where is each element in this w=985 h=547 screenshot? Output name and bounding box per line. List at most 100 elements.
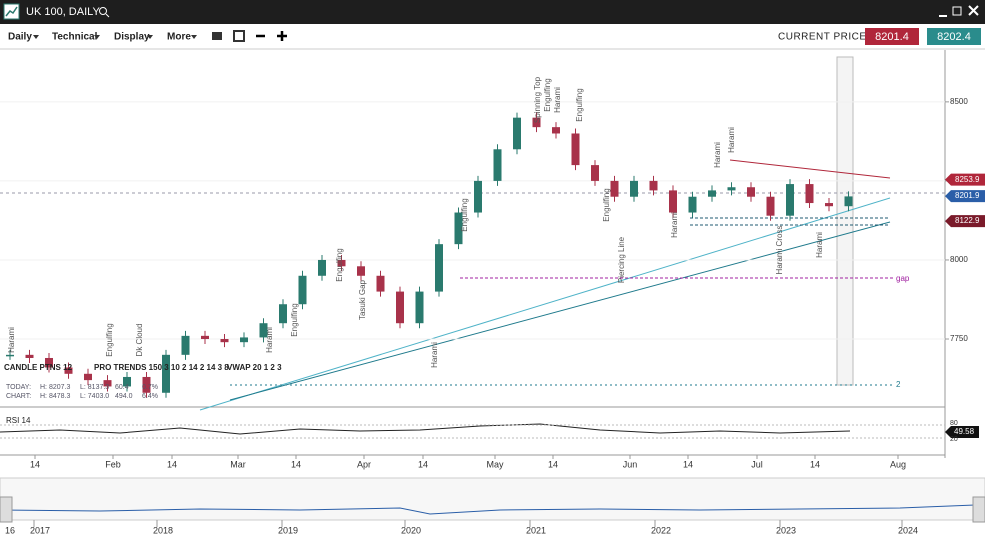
- pattern-label: Harami: [713, 142, 722, 168]
- menu[interactable]: Technical: [52, 32, 98, 43]
- candle-body: [805, 184, 814, 204]
- x-tick-label: May: [486, 459, 504, 469]
- x-tick-label: Feb: [105, 459, 121, 469]
- price-tag: [945, 190, 985, 203]
- rsi-line: [0, 423, 851, 435]
- candle-body: [337, 259, 346, 267]
- dropdown-arrow: [33, 35, 39, 39]
- x-tick-label: 14: [30, 459, 40, 469]
- stat: 494.0: [115, 393, 133, 400]
- year-label: 2018: [153, 525, 173, 535]
- zoom-in[interactable]: [277, 31, 287, 41]
- rsi-value: 49.58: [954, 427, 975, 436]
- candle-body: [240, 337, 248, 343]
- stat: H: 8207.3: [40, 384, 70, 391]
- stat: 6.4%: [142, 393, 158, 400]
- ask-price[interactable]: 8202.4: [937, 31, 971, 43]
- stat: TODAY:: [6, 384, 31, 391]
- save-icon[interactable]: [233, 30, 245, 42]
- stat: H: 8478.3: [40, 393, 70, 400]
- y-tick-label: 8000: [950, 255, 968, 264]
- price-tag-label: 8201.9: [955, 191, 980, 200]
- window-title: UK 100, DAILY: [26, 6, 100, 18]
- title-bar: [0, 0, 985, 24]
- candle-body: [708, 190, 716, 197]
- candle-body: [279, 304, 287, 324]
- search-icon[interactable]: [99, 7, 107, 15]
- ask-box[interactable]: [927, 28, 981, 45]
- candle-body: [162, 354, 170, 393]
- rsi-level: 80: [950, 420, 958, 427]
- candle-body: [123, 376, 131, 387]
- toolbar: [0, 24, 985, 49]
- candle-body: [513, 117, 521, 150]
- menu[interactable]: Daily: [8, 32, 32, 43]
- pattern-label: Harami Cross: [775, 226, 784, 275]
- bid-price[interactable]: 8201.4: [875, 31, 909, 43]
- navigator-line: [0, 504, 976, 515]
- bid-box[interactable]: [865, 28, 919, 45]
- candle-body: [552, 127, 560, 134]
- year-label: 2021: [526, 525, 546, 535]
- stat: 60.4: [115, 384, 129, 391]
- indicator-label[interactable]: PRO TRENDS 150 3 10 2 14 2 14 3 8: [94, 363, 229, 372]
- price-tag-label: 8253.9: [955, 175, 980, 184]
- candle-body: [142, 376, 151, 393]
- pattern-label: Engulfing: [543, 78, 552, 111]
- candle-body: [454, 212, 463, 245]
- pattern-label: Harami: [553, 87, 562, 113]
- pattern-label: Piercing Line: [617, 236, 626, 283]
- open-icon[interactable]: [212, 32, 222, 40]
- y-tick-label: 8500: [950, 97, 968, 106]
- year-label: 2023: [776, 525, 796, 535]
- candle-body: [727, 187, 736, 191]
- candle-body: [298, 275, 307, 305]
- candle-body: [571, 133, 580, 166]
- candle-body: [630, 180, 638, 197]
- trend-line: [729, 159, 891, 179]
- pattern-label: Dk Cloud: [135, 324, 144, 357]
- indicator-label[interactable]: VWAP 20 1 2 3: [227, 363, 282, 372]
- pattern-label: Spinning Top: [533, 76, 542, 123]
- x-tick-label: Aug: [890, 459, 906, 469]
- level-label: 2: [896, 380, 901, 389]
- pattern-label: Harami: [265, 327, 274, 353]
- popout[interactable]: [952, 6, 962, 16]
- rsi-label[interactable]: RSI 14: [6, 416, 31, 425]
- pattern-label: Engulfing: [105, 323, 114, 356]
- x-tick-label: 14: [167, 459, 177, 469]
- indicator-label[interactable]: CANDLE PTNS 12: [4, 363, 73, 372]
- candle-body: [688, 196, 697, 213]
- year-label: 2019: [278, 525, 298, 535]
- x-tick-label: 14: [683, 459, 693, 469]
- pattern-label: Harami: [727, 127, 736, 153]
- candle-body: [357, 266, 365, 276]
- x-tick-label: Jun: [623, 459, 638, 469]
- pattern-label: Engulfing: [602, 188, 611, 221]
- close[interactable]: [968, 5, 979, 16]
- x-tick-label: 14: [291, 459, 301, 469]
- gap-label: gap: [896, 274, 910, 283]
- candle-body: [591, 165, 599, 181]
- candle-body: [610, 180, 619, 197]
- stat: L: 8137.3: [80, 384, 109, 391]
- x-tick-label: 14: [810, 459, 820, 469]
- year-label: 16: [5, 525, 15, 535]
- year-label: 2017: [30, 525, 50, 535]
- candle-body: [84, 373, 92, 381]
- x-tick-label: Mar: [230, 459, 246, 469]
- menu[interactable]: More: [167, 32, 191, 43]
- candle-body: [6, 354, 14, 357]
- candle-body: [825, 203, 833, 207]
- navigator[interactable]: [0, 477, 985, 521]
- year-label: 2024: [898, 525, 918, 535]
- candle-body: [786, 184, 794, 216]
- stat: 0.7%: [142, 384, 158, 391]
- rsi-level: 20: [950, 436, 958, 443]
- candle-body: [532, 117, 541, 128]
- trend-line: [229, 221, 891, 401]
- price-tag: [945, 173, 985, 186]
- menu[interactable]: Display: [114, 32, 150, 43]
- pattern-label: Engulfing: [460, 198, 469, 231]
